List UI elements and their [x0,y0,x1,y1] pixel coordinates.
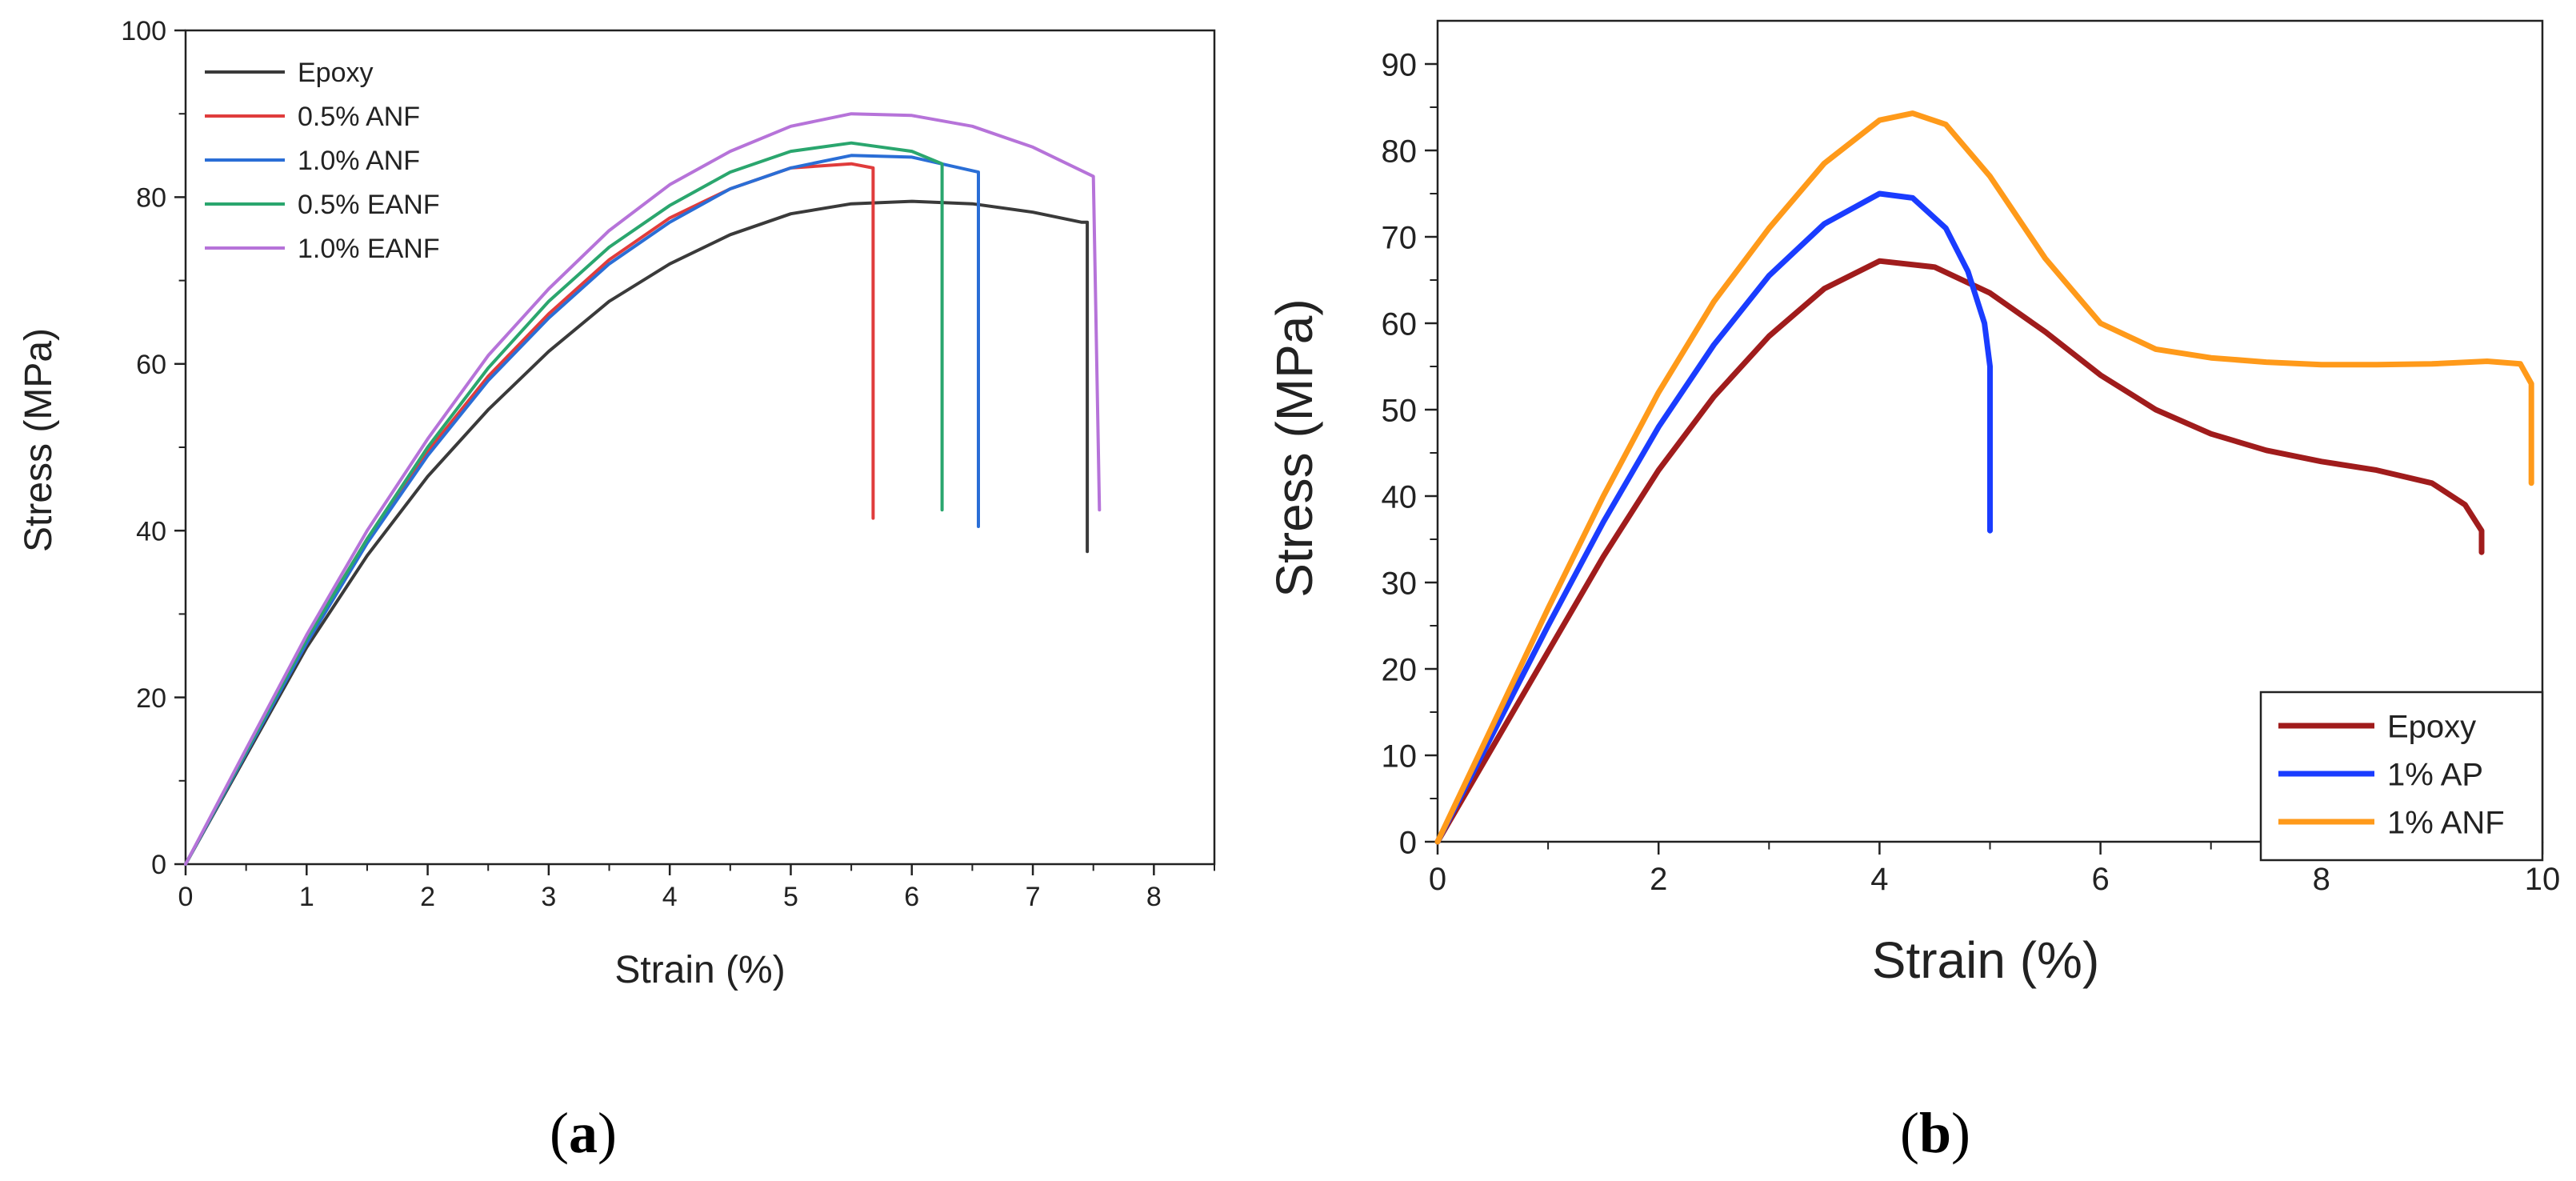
panel-a-ytick-label: 40 [136,516,166,546]
panel-b-xtick-label: 0 [1429,862,1446,897]
panel-b-xtick-label: 4 [1870,862,1888,897]
panel-a-series-line-4 [184,141,944,866]
panel-b-ytick-label: 0 [1399,825,1417,860]
panel-b-xlabel: Strain (%) [1872,931,2100,989]
panel-b-ytick-label: 90 [1382,47,1418,82]
panel-a-legend-label: 0.5% ANF [298,102,420,132]
panel-b-xtick-label: 10 [2525,862,2561,897]
caption-b: (b) [1900,1101,1970,1165]
panel-b-ytick-label: 40 [1382,479,1418,514]
panel-a-xtick-label: 3 [541,882,556,912]
panel-a-xtick-label: 6 [904,882,919,912]
panel-b-legend-label: 1% AP [2387,757,2483,792]
panel-a-series-line-2 [184,162,875,866]
panel-b-ylabel: Stress (MPa) [1266,298,1323,597]
panel-b-legend-label: Epoxy [2387,709,2476,744]
panel-a-series-line-5 [184,112,1102,866]
caption-a-letter: a [569,1101,598,1165]
panel-b-ytick-label: 50 [1382,393,1418,428]
panel-a-ytick-label: 80 [136,183,166,214]
panel-b-series-line-3 [1434,110,2534,845]
panel-a-xtick-label: 5 [783,882,798,912]
panel-b-xtick-label: 6 [2091,862,2109,897]
panel-b-ytick-label: 20 [1382,652,1418,687]
panel-b-ytick-label: 10 [1382,739,1418,774]
panel-b-xtick-label: 8 [2313,862,2330,897]
panel-a-series [184,112,1102,866]
caption-a: (a) [550,1101,617,1165]
caption-b-letter: b [1919,1101,1951,1165]
svg-text:(a): (a) [550,1101,617,1165]
panel-a-series-line-3 [184,154,980,866]
panel-b-legend: Epoxy 1% AP 1% ANF [2259,691,2544,862]
panel-b-ticks: 0 2 4 6 8 10 0 10 20 30 40 50 60 70 80 90 [1382,47,2561,897]
panel-b-chart: 0 2 4 6 8 10 0 10 20 30 40 50 60 70 80 90 Strain (%) St… [1266,19,2561,989]
panel-a-xtick-label: 4 [662,882,678,912]
panel-a-xtick-label: 1 [299,882,314,912]
panel-b-legend-label: 1% ANF [2387,805,2505,840]
panel-b-series-line-1 [1434,258,2485,845]
panel-a-legend-label: 1.0% ANF [298,146,420,176]
panel-a-series-line-1 [184,199,1090,866]
svg-text:(b): (b) [1900,1101,1970,1165]
panel-a-legend-label: 1.0% EANF [298,234,440,264]
panel-a-legend-label: Epoxy [298,58,374,88]
panel-b-ytick-label: 80 [1382,134,1418,169]
panel-a-legend-label: 0.5% EANF [298,190,440,220]
panel-a-ytick-label: 20 [136,683,166,714]
panel-a-ytick-label: 60 [136,350,166,380]
panel-b-series [1434,110,2534,845]
panel-a-legend: Epoxy 0.5% ANF 1.0% ANF 0.5% EANF 1.0% EANF [205,58,440,264]
panel-b-xtick-label: 2 [1650,862,1667,897]
panel-a-xtick-label: 2 [420,882,435,912]
panel-a-xtick-label: 8 [1146,882,1162,912]
panel-b-series-line-2 [1434,190,1993,845]
panel-a-xtick-label: 7 [1026,882,1041,912]
panel-b-ytick-label: 70 [1382,220,1418,255]
panel-a-xlabel: Strain (%) [614,949,785,991]
panel-a-ytick-label: 100 [121,16,166,46]
panel-b-ytick-label: 30 [1382,566,1418,601]
panel-a-ytick-label: 0 [151,850,166,880]
panel-a-xtick-label: 0 [178,882,194,912]
panel-b-ytick-label: 60 [1382,306,1418,342]
panel-a-ylabel: Stress (MPa) [18,328,60,552]
